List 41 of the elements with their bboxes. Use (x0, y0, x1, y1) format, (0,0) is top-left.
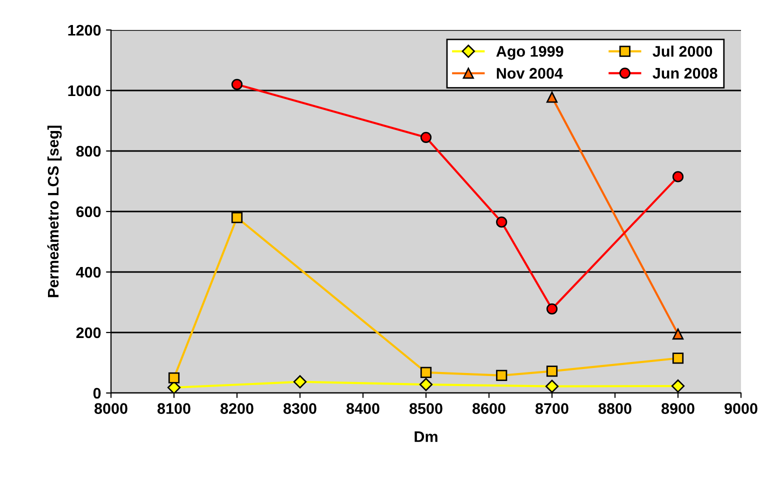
y-tick-label: 600 (76, 206, 101, 218)
point (496, 216, 508, 228)
x-tick-label: 8600 (472, 403, 506, 414)
point (231, 212, 243, 224)
y-tick-label: 1000 (68, 85, 101, 96)
y-tick-label: 800 (76, 146, 101, 157)
y-tick-label: 400 (76, 266, 101, 278)
legend-label: Ago 1999 (496, 46, 564, 60)
point (420, 366, 432, 378)
x-axis-title: Dm (414, 431, 438, 442)
x-tick-label: 8200 (220, 403, 254, 414)
legend-label: Nov 2004 (496, 68, 563, 79)
x-tick-label: 8100 (157, 403, 190, 414)
point (672, 352, 684, 364)
point (546, 303, 558, 314)
x-tick-label: 8400 (346, 403, 380, 414)
point (671, 379, 685, 393)
point (672, 328, 684, 340)
x-tick-label: 8300 (283, 403, 316, 414)
point (293, 375, 307, 388)
point (231, 78, 243, 90)
point (420, 132, 432, 143)
legend-label: Jul 2000 (652, 46, 712, 57)
x-tick-label: 9000 (724, 403, 758, 414)
point (546, 366, 558, 377)
x-tick-label: 8500 (409, 403, 442, 414)
point (545, 380, 559, 393)
x-tick-label: 8700 (535, 403, 568, 414)
x-tick-label: 8800 (598, 403, 632, 414)
y-tick-label: 0 (93, 388, 101, 399)
point (496, 370, 508, 382)
x-tick-label: 8000 (94, 403, 128, 414)
y-tick-label: 200 (76, 327, 101, 338)
legend-label: Jun 2008 (652, 68, 718, 79)
point (546, 92, 558, 103)
y-axis-title: Permeámetro LCS [seg] (47, 126, 62, 298)
x-tick-label: 8900 (661, 403, 694, 414)
y-tick-label: 1200 (68, 24, 101, 36)
point (419, 378, 433, 392)
point (168, 372, 180, 384)
point (672, 171, 684, 182)
